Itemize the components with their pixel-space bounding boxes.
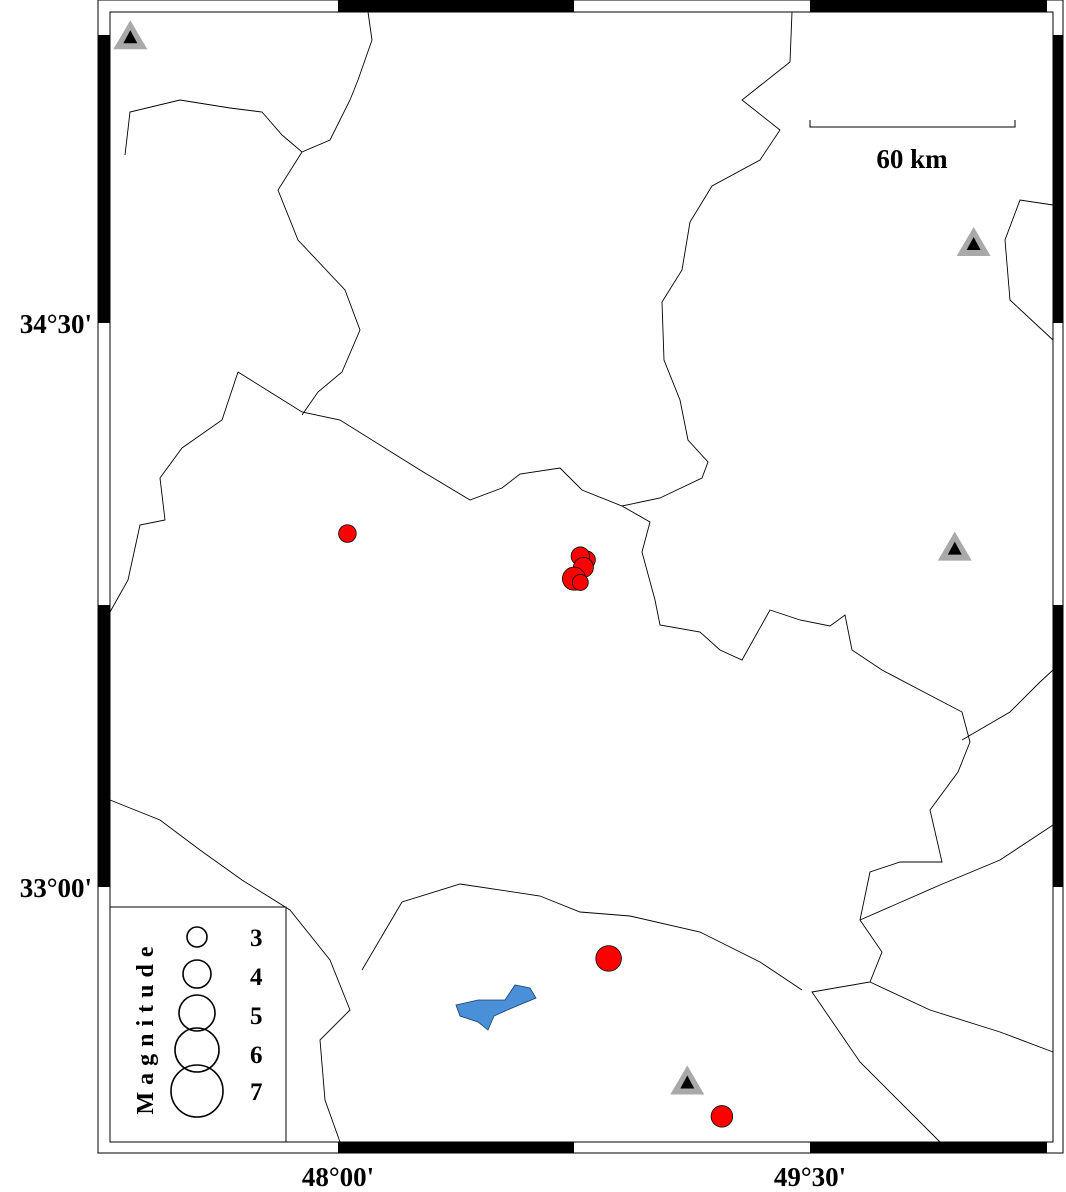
boundaries — [109, 11, 1054, 1143]
border-west — [109, 371, 239, 613]
legend-magnitude-label: 6 — [250, 1042, 263, 1069]
border-east — [961, 669, 1054, 741]
legend-title: Magnitude — [133, 939, 159, 1114]
legend: Magnitude 3 4 5 6 7 — [109, 906, 287, 1143]
legend-magnitude-circle — [182, 959, 212, 989]
scale-bar: 60 km — [809, 120, 1016, 174]
y-tick-label: 34°30' — [20, 309, 92, 339]
scale-bar-label: 60 km — [876, 144, 948, 174]
seismic-station-icon — [937, 531, 972, 561]
seismic-station-icon — [956, 227, 991, 257]
border-east-lower — [859, 824, 1054, 921]
y-tick-label: 33°00' — [20, 873, 92, 903]
legend-magnitude-label: 4 — [250, 964, 263, 991]
border-east-central — [621, 505, 971, 1143]
border-southwest — [109, 799, 351, 1143]
legend-magnitude-circle — [186, 926, 208, 948]
stations-layer — [113, 20, 991, 1095]
border-northwest — [124, 11, 373, 156]
legend-magnitude-circle — [170, 1064, 224, 1118]
x-tick-label: 48°00' — [302, 1162, 374, 1192]
earthquake-event — [710, 1105, 734, 1128]
axis-labels: 48°00' 49°30' 34°30' 33°00' — [20, 309, 846, 1192]
earthquake-event — [571, 574, 589, 591]
reservoir — [455, 984, 537, 1031]
seismic-station-icon — [670, 1065, 705, 1095]
seismic-station-icon — [113, 20, 148, 50]
x-tick-label: 49°30' — [774, 1162, 846, 1192]
earthquake-event — [595, 945, 622, 972]
legend-magnitude-circle — [178, 994, 216, 1032]
earthquake-event — [338, 524, 357, 543]
border-southeast — [869, 981, 1054, 1053]
border-central-north — [237, 11, 793, 507]
map-frame — [97, 0, 1064, 1154]
border-northeast — [1004, 199, 1054, 341]
border-north-central — [277, 151, 361, 416]
legend-magnitude-label: 5 — [250, 1003, 263, 1030]
events-layer — [338, 524, 734, 1128]
legend-magnitude-label: 7 — [250, 1079, 263, 1106]
legend-magnitude-circle — [174, 1027, 220, 1073]
legend-magnitude-label: 3 — [250, 925, 263, 952]
river-coast — [361, 883, 803, 991]
